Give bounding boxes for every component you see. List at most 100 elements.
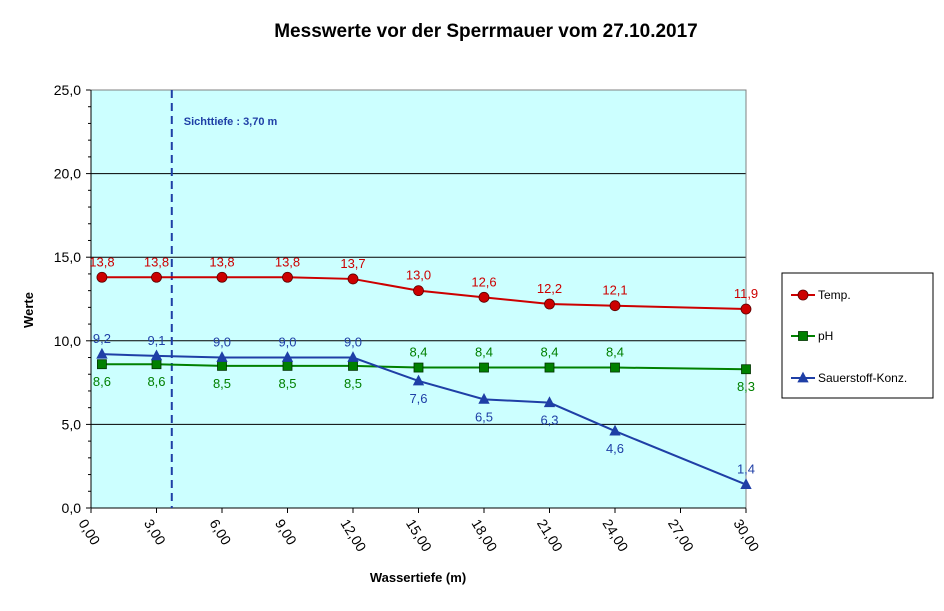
data-label: 9,0	[278, 335, 296, 350]
y-tick-label: 10,0	[54, 333, 81, 349]
legend-label: Temp.	[818, 288, 851, 302]
x-tick-label: 0,00	[75, 516, 103, 548]
data-label: 8,5	[344, 376, 362, 391]
data-label: 1,4	[737, 462, 755, 477]
data-label: 13,0	[406, 268, 431, 283]
data-label: 8,6	[93, 374, 111, 389]
data-point	[543, 396, 556, 408]
x-tick-label: 30,00	[730, 516, 762, 554]
data-label: 13,8	[144, 254, 169, 269]
data-point	[740, 478, 752, 489]
data-label: 8,4	[606, 345, 624, 360]
series-circle	[96, 271, 752, 315]
data-point	[544, 362, 555, 373]
data-point	[281, 351, 294, 362]
data-label: 13,8	[89, 254, 114, 269]
data-label: 11,9	[734, 286, 758, 301]
data-point	[478, 291, 490, 303]
data-point	[610, 362, 620, 373]
x-tick-label: 6,00	[206, 516, 234, 548]
data-label: 13,8	[275, 254, 300, 269]
data-label: 9,0	[344, 335, 362, 350]
data-point	[217, 360, 227, 371]
data-label: 7,6	[409, 391, 427, 406]
chart-title: Messwerte vor der Sperrmauer vom 27.10.2…	[274, 21, 698, 42]
x-tick-label: 12,00	[337, 516, 369, 554]
series-line	[101, 276, 747, 311]
legend-entry: Temp.	[791, 288, 851, 302]
data-point	[347, 351, 359, 362]
data-label: 6,5	[475, 409, 493, 424]
data-point	[413, 285, 424, 297]
legend-marker	[797, 371, 809, 383]
data-point	[151, 271, 162, 283]
x-tick-label: 15,00	[403, 516, 435, 554]
data-label: 13,8	[209, 254, 234, 269]
data-label: 9,2	[93, 331, 111, 346]
data-point	[282, 271, 293, 283]
data-point	[347, 273, 359, 285]
series-square	[97, 359, 751, 375]
series-layer	[96, 271, 752, 489]
legend-entry: pH	[791, 329, 833, 343]
grid-lines	[91, 89, 746, 425]
data-label: 13,7	[340, 256, 365, 271]
legend-entry: Sauerstoff-Konz.	[791, 371, 907, 385]
data-labels: 13,8 13,8 13,8 13,8 13,7 13,0 12,6 12,2 12,1 11,9…	[89, 254, 758, 476]
data-label: 6,3	[540, 413, 558, 428]
data-point	[151, 359, 162, 370]
legend-marker	[797, 289, 809, 301]
legend-label: Sauerstoff-Konz.	[818, 371, 907, 385]
data-point	[96, 271, 108, 283]
data-label: 8,6	[147, 374, 165, 389]
y-tick-label: 15,0	[54, 249, 81, 265]
y-tick-label: 25,0	[54, 82, 81, 98]
data-point	[216, 351, 228, 362]
data-point	[741, 364, 751, 375]
data-point	[216, 271, 228, 283]
data-point	[96, 347, 108, 359]
x-tick-label: 21,00	[534, 516, 566, 554]
data-label: 8,3	[737, 379, 755, 394]
plot-area	[91, 90, 746, 508]
data-label: 9,1	[147, 333, 165, 348]
data-label: 8,4	[540, 345, 558, 360]
data-label: 8,5	[278, 376, 296, 391]
data-point	[740, 303, 752, 315]
visibility-depth-label: Sichttiefe : 3,70 m	[184, 116, 278, 128]
x-tick-label: 18,00	[468, 516, 500, 554]
data-label: 12,6	[471, 274, 496, 289]
data-label: 12,1	[602, 283, 627, 298]
data-point	[97, 359, 107, 370]
x-tick-label: 27,00	[665, 516, 697, 554]
data-point	[412, 374, 425, 386]
data-point	[282, 360, 293, 371]
x-axis-title: Wassertiefe (m)	[370, 570, 466, 585]
legend: Temp. pH Sauerstoff-Konz.	[781, 272, 934, 399]
legend-label: pH	[818, 329, 833, 343]
data-label: 9,0	[213, 335, 231, 350]
data-label: 8,4	[409, 345, 427, 360]
legend-marker	[798, 331, 808, 341]
data-point	[413, 362, 424, 373]
series-triangle	[96, 347, 752, 489]
data-label: 4,6	[606, 441, 624, 456]
y-tick-label: 0,0	[62, 500, 82, 516]
y-tick-label: 5,0	[62, 416, 82, 432]
data-label: 12,2	[537, 281, 562, 296]
series-line	[101, 353, 747, 486]
data-label: 8,5	[213, 376, 231, 391]
data-point	[544, 298, 555, 310]
data-point	[348, 360, 358, 371]
x-tick-label: 3,00	[141, 516, 169, 548]
series-line	[101, 363, 747, 371]
y-tick-label: 20,0	[54, 166, 81, 182]
data-point	[609, 300, 621, 312]
data-point	[479, 362, 489, 373]
data-point	[478, 392, 490, 404]
data-point	[609, 424, 621, 436]
visibility-depth-annotation: Sichttiefe : 3,70 m	[170, 90, 278, 508]
x-tick-label: 24,00	[599, 516, 631, 554]
data-label: 8,4	[475, 345, 493, 360]
y-axis-title: Werte	[21, 292, 36, 328]
